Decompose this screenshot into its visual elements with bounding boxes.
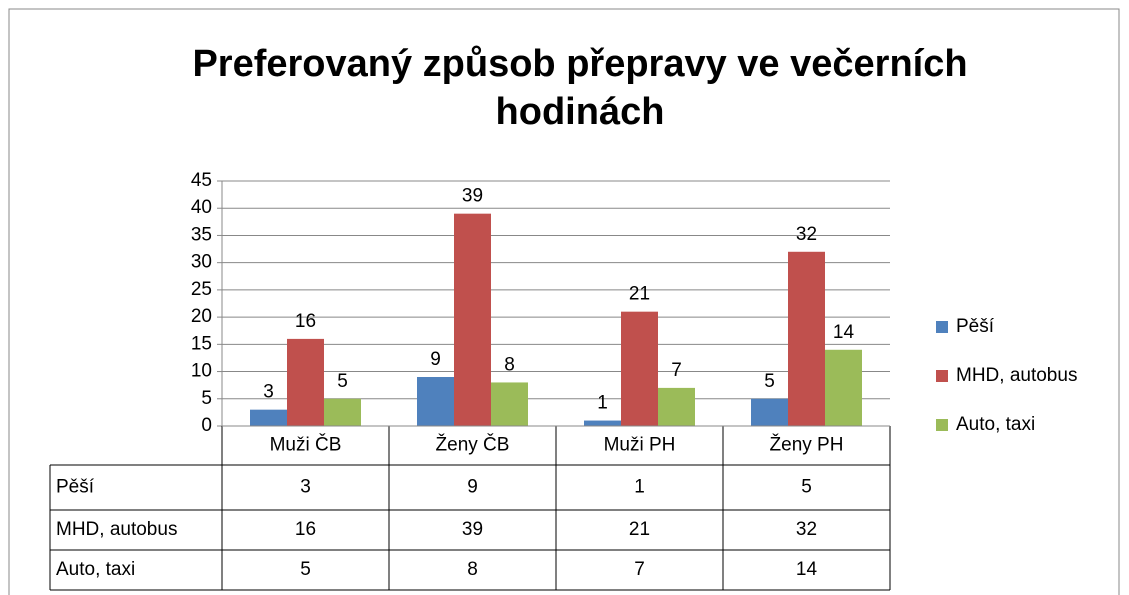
data-label: 5 xyxy=(337,371,348,392)
table-cell: 1 xyxy=(634,477,645,498)
y-tick-label: 15 xyxy=(191,333,212,354)
data-label: 39 xyxy=(462,186,483,207)
y-tick-label: 30 xyxy=(191,252,212,273)
table-cell: 8 xyxy=(467,559,478,580)
legend-label: Auto, taxi xyxy=(956,414,1035,435)
data-label: 1 xyxy=(597,393,608,414)
table-cell: 3 xyxy=(300,477,311,498)
table-cell: 16 xyxy=(295,519,316,540)
bar xyxy=(454,213,491,426)
table-cell: 7 xyxy=(634,559,645,580)
y-tick-label: 35 xyxy=(191,224,212,245)
table-cell: 21 xyxy=(629,519,650,540)
y-tick-label: 5 xyxy=(201,388,212,409)
data-label: 32 xyxy=(796,224,817,245)
bar xyxy=(621,311,658,426)
bar xyxy=(658,387,695,426)
legend-label: Pěší xyxy=(956,316,995,337)
bar xyxy=(584,420,621,426)
data-label: 14 xyxy=(833,322,855,343)
data-label: 8 xyxy=(504,354,515,375)
bar xyxy=(324,398,361,426)
x-tick-label: Muži ČB xyxy=(270,434,342,456)
table-cell: 39 xyxy=(462,519,483,540)
data-label: 3 xyxy=(263,382,274,403)
data-label: 7 xyxy=(671,360,682,381)
legend-swatch xyxy=(936,419,948,431)
table-cell: 5 xyxy=(801,477,812,498)
chart-title: Preferovaný způsob přepravy ve večerních… xyxy=(192,43,968,133)
bar xyxy=(287,338,324,426)
y-tick-label: 45 xyxy=(191,170,212,191)
bar xyxy=(825,349,862,426)
y-tick-label: 10 xyxy=(191,361,212,382)
bar xyxy=(788,251,825,426)
bar xyxy=(751,398,788,426)
bar xyxy=(250,409,287,426)
legend-label: MHD, autobus xyxy=(956,365,1077,386)
x-tick-label: Ženy ČB xyxy=(436,434,510,456)
data-label: 21 xyxy=(629,284,650,305)
table-cell: 32 xyxy=(796,519,817,540)
table-cell: 9 xyxy=(467,477,478,498)
table-cell: 14 xyxy=(796,559,818,580)
chart-border xyxy=(8,8,1120,595)
y-tick-label: 25 xyxy=(191,279,212,300)
data-label: 5 xyxy=(764,371,775,392)
table-row-label: Auto, taxi xyxy=(56,559,135,580)
x-tick-label: Muži PH xyxy=(604,435,676,456)
table-row-label: MHD, autobus xyxy=(56,519,177,540)
legend-swatch xyxy=(936,370,948,382)
y-tick-label: 40 xyxy=(191,197,212,218)
data-label: 9 xyxy=(430,349,441,370)
y-tick-label: 20 xyxy=(191,306,212,327)
data-label: 16 xyxy=(295,311,316,332)
x-tick-label: Ženy PH xyxy=(770,434,844,456)
bar xyxy=(417,377,454,426)
legend-swatch xyxy=(936,321,948,333)
table-cell: 5 xyxy=(300,559,311,580)
table-row-label: Pěší xyxy=(56,477,95,498)
bar xyxy=(491,382,528,426)
y-tick-label: 0 xyxy=(201,415,212,436)
